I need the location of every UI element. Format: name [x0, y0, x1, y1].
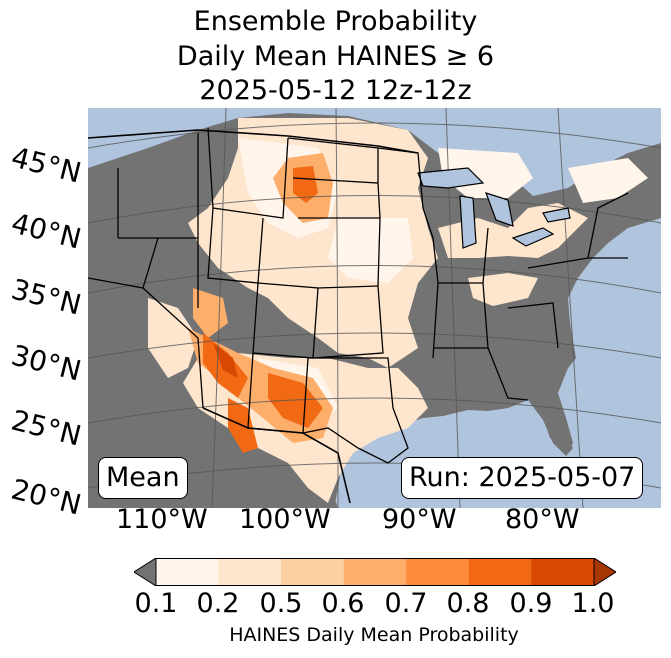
colorbar-tick: 1.0 [571, 588, 615, 619]
probability-map [88, 108, 661, 508]
map-title-line2: Daily Mean HAINES ≥ 6 [176, 41, 495, 72]
colorbar-cell [281, 558, 345, 586]
mean-label-box: Mean [98, 457, 188, 499]
lat-label-40: 40°N [8, 206, 85, 256]
colorbar-cell [406, 558, 470, 586]
colorbar-cell [468, 558, 532, 586]
lat-label-25: 25°N [8, 403, 85, 453]
colorbar-cell [218, 558, 282, 586]
lon-label-80w: 80°W [505, 504, 580, 535]
colorbar-tick: 0.2 [196, 588, 240, 619]
map-title-line1: Ensemble Probability [193, 6, 478, 37]
colorbar-cell [343, 558, 407, 586]
lat-label-45: 45°N [8, 140, 85, 190]
colorbar-tick: 0.8 [446, 588, 490, 619]
colorbar-over-arrow [593, 558, 616, 586]
lon-label-90w: 90°W [382, 504, 457, 535]
run-date-box: Run: 2025-05-07 [401, 457, 644, 499]
lat-label-20: 20°N [8, 472, 85, 522]
colorbar-under-arrow [134, 558, 157, 586]
lon-label-100w: 100°W [239, 504, 331, 535]
colorbar-tick: 0.7 [384, 588, 428, 619]
national-border [88, 129, 419, 504]
map-title-line3: 2025-05-12 12z-12z [199, 75, 472, 106]
great-lakes [417, 167, 571, 249]
lat-label-35: 35°N [8, 272, 85, 322]
lat-label-30: 30°N [8, 338, 85, 388]
lon-label-110w: 110°W [116, 504, 208, 535]
florida [528, 400, 573, 456]
mexico-land [158, 408, 338, 508]
colorbar-cell [156, 558, 220, 586]
colorbar-tick: 0.6 [321, 588, 365, 619]
colorbar-label: HAINES Daily Mean Probability [229, 624, 519, 646]
colorbar [134, 558, 616, 586]
colorbar-tick: 0.9 [509, 588, 553, 619]
colorbar-tick: 0.1 [134, 588, 178, 619]
colorbar-tick: 0.5 [259, 588, 303, 619]
colorbar-cell [531, 558, 595, 586]
